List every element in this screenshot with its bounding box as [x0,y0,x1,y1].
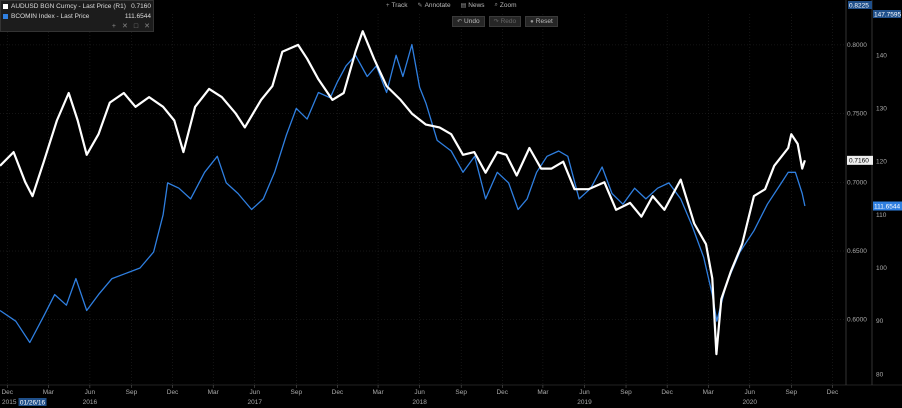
x-month-label: Sep [291,389,303,396]
grid-lines [0,0,902,386]
remove-icon[interactable]: ✕ [144,23,150,30]
redo-label: Redo [500,18,517,25]
legend-value: 0.7160 [131,2,151,10]
r1-tick-label: 0.7500 [847,111,867,118]
legend-label: BCOMIN Index - Last Price [11,12,90,20]
r2-tick-label: 130 [876,105,887,112]
undo-button[interactable]: ↶ Undo [452,16,485,27]
x-year-label: 2020 [743,399,758,406]
x-month-label: Dec [827,389,839,396]
x-month-label: Jun [745,389,756,396]
r2-tick-label: 120 [876,159,887,166]
x-month-label: Sep [126,389,138,396]
right-axis-r2: 140 130 120 110 100 90 80 147.7595 [873,10,901,378]
value-tags: 0.7160 111.6544 [847,155,902,211]
reset-icon: ● [530,18,534,25]
legend-swatch-bcomin [3,13,8,19]
x-year-label: 2018 [412,399,427,406]
r2-tick-label: 140 [876,52,887,59]
crosshair-icon: + [386,2,390,9]
x-year-label: 2016 [83,399,98,406]
news-icon: ▤ [460,3,467,9]
reset-button[interactable]: ● Reset [525,16,558,27]
x-month-label: Dec [1,389,13,396]
news-label: News [468,2,485,9]
series-line-bcomin [0,43,806,344]
maximize-icon[interactable]: □ [133,22,139,30]
history-toolbar: ↶ Undo ↷ Redo ● Reset [452,16,558,27]
zoom-button[interactable]: ⌕ Zoom [495,2,517,9]
r2-tick-label: 80 [876,371,884,378]
r2-tick-label: 110 [876,212,887,219]
undo-label: Undo [464,18,480,25]
x-month-label: Jun [85,389,96,396]
redo-button[interactable]: ↷ Redo [488,16,522,27]
redo-icon: ↷ [493,19,499,25]
x-year-label: 2015 [2,399,17,406]
legend-row-audusd[interactable]: AUDUSD BGN Curncy - Last Price (R1) 0.71… [1,1,153,11]
x-month-label: Sep [455,389,467,396]
right-axis-r1: 0.8000 0.7500 0.7000 0.6500 0.6000 0.8225 [847,1,872,324]
x-month-label: Mar [703,389,715,396]
annotate-label: Annotate [424,2,451,9]
x-year-label: 2019 [577,399,592,406]
r1-top-tag-bg [848,1,872,9]
r2-tick-label: 100 [876,265,887,272]
r1-tick-label: 0.7000 [847,179,867,186]
x-month-label: Jun [250,389,261,396]
legend-label: AUDUSD BGN Curncy - Last Price (R1) [11,2,126,10]
r2-tick-label: 90 [876,318,884,325]
x-month-label: Sep [620,389,632,396]
legend-swatch-audusd [3,3,8,9]
pencil-icon: ✎ [417,3,423,9]
r1-tick-label: 0.6000 [847,317,867,324]
x-axis: Dec Mar Jun Sep Dec Mar Jun Sep Dec Mar Jun Sep Dec M… [1,385,839,407]
x-month-label: Jun [414,389,425,396]
last-value-tag-audusd-bg [847,155,873,165]
x-month-label: Dec [167,389,179,396]
legend-value: 111.6544 [124,12,151,20]
last-value-tag-audusd: 0.7160 [849,158,869,165]
last-value-tag-bcomin: 111.6544 [874,203,901,210]
track-label: Track [391,2,408,9]
x-year-label: 2017 [248,399,263,406]
chart-toolbar: + Track ✎ Annotate ▤ News ⌕ Zoom [386,2,517,9]
magnifier-icon: ⌕ [494,2,498,8]
zoom-label: Zoom [499,2,517,9]
news-button[interactable]: ▤ News [461,2,485,9]
x-month-label: Sep [786,389,798,396]
x-month-label: Dec [332,389,344,396]
cursor-date-label: 01/26/16 [20,400,46,407]
series-lines [0,30,806,356]
undo-icon: ↶ [457,19,463,25]
close-icon[interactable]: ✕ [122,23,128,30]
legend-panel: AUDUSD BGN Curncy - Last Price (R1) 0.71… [0,0,154,32]
x-month-label: Mar [43,389,55,396]
reset-label: Reset [535,18,553,25]
x-month-label: Dec [496,389,508,396]
legend-controls: + ✕ □ ✕ [1,21,153,31]
add-icon[interactable]: + [111,22,117,30]
x-month-label: Mar [208,389,220,396]
annotate-button[interactable]: ✎ Annotate [418,2,451,9]
x-month-label: Mar [537,389,549,396]
cursor-date-bg [18,398,47,406]
track-button[interactable]: + Track [386,2,408,9]
r1-tick-label: 0.8000 [847,42,867,49]
x-month-label: Mar [372,389,384,396]
r2-top-label: 147.7595 [874,12,901,19]
r1-top-label: 0.8225 [849,3,869,10]
x-month-label: Jun [579,389,590,396]
legend-row-bcomin[interactable]: BCOMIN Index - Last Price 111.6544 [1,11,153,21]
r1-tick-label: 0.6500 [847,248,867,255]
series-line-audusd [0,30,806,356]
x-month-label: Dec [661,389,673,396]
r2-top-tag-bg [873,10,901,18]
last-value-tag-bcomin-bg [873,201,902,211]
